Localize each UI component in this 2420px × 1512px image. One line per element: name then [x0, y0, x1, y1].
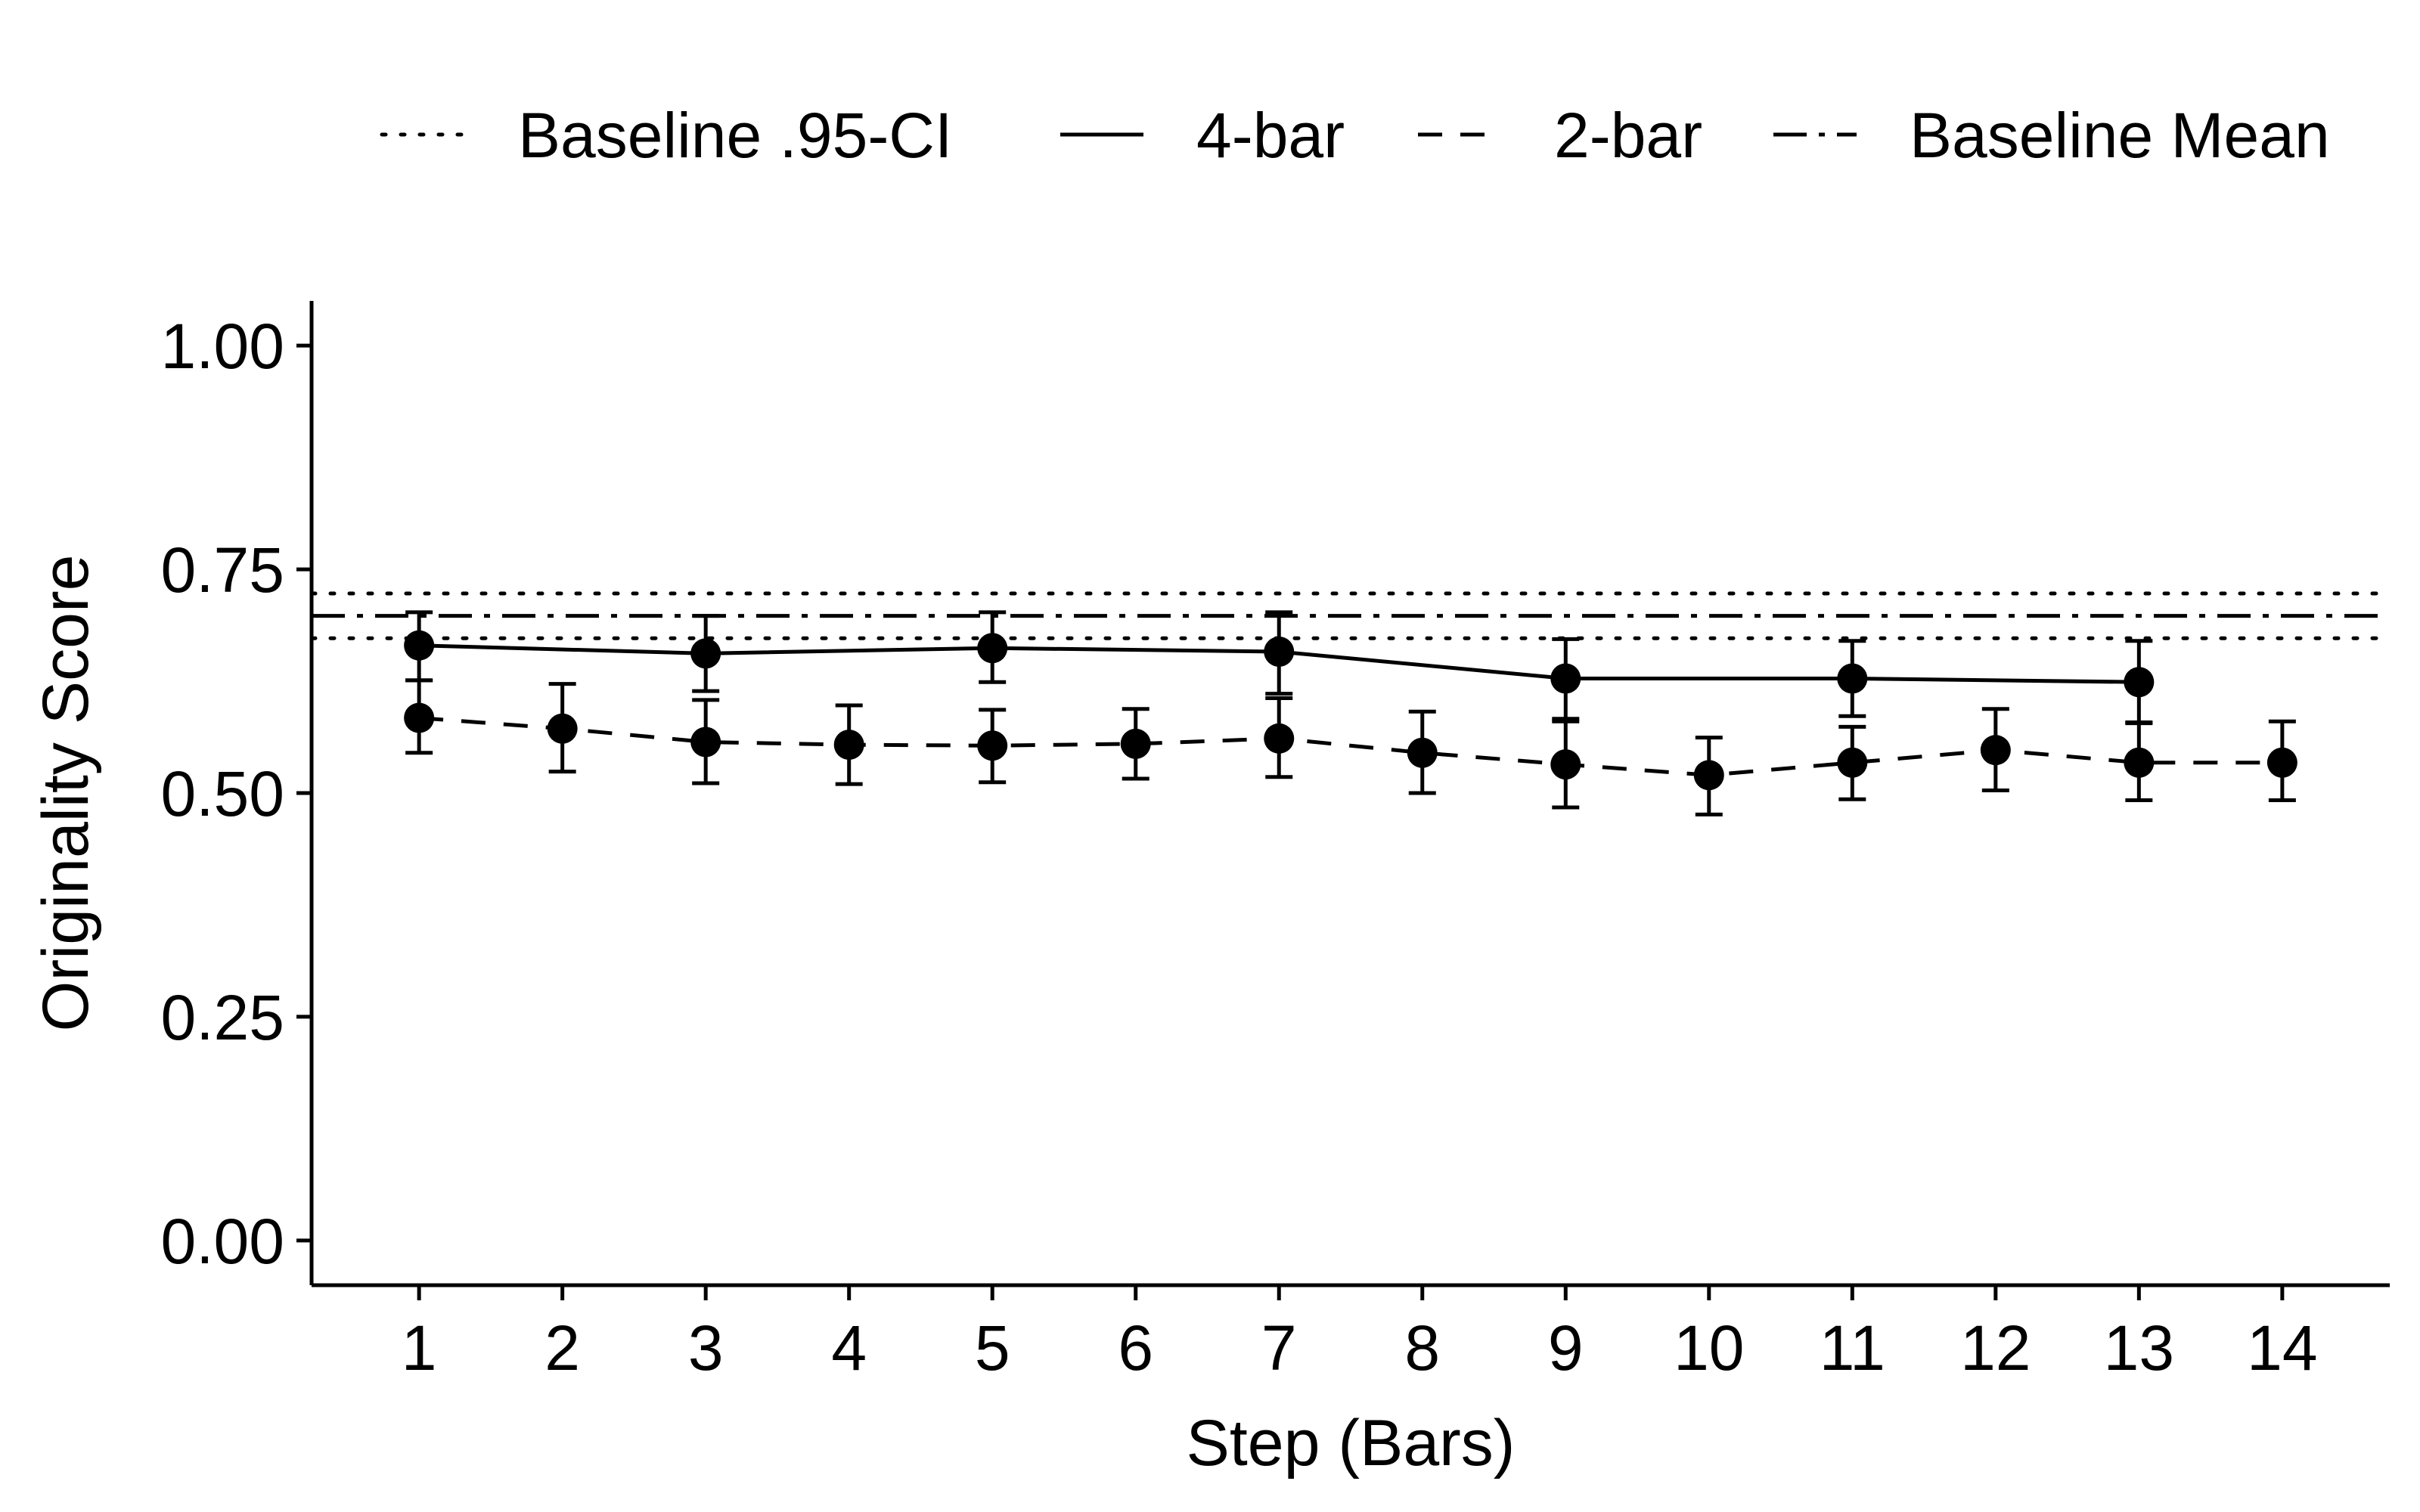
x-tick-label: 10 [1674, 1312, 1744, 1383]
reference-lines [309, 591, 2392, 640]
data-point-4-bar [1550, 663, 1581, 694]
x-tick-label: 3 [688, 1312, 724, 1383]
legend-item-4-bar: 4-bar [1060, 100, 1345, 171]
x-axis-title: Step (Bars) [1187, 1407, 1516, 1479]
data-point-2-bar [2266, 747, 2297, 778]
data-point-2-bar [547, 713, 578, 744]
data-point-2-bar [1550, 749, 1581, 780]
x-tick-label: 14 [2247, 1312, 2317, 1383]
data-point-2-bar [1693, 760, 1724, 791]
legend-label-4-bar: 4-bar [1196, 100, 1345, 171]
x-tick-label: 6 [1118, 1312, 1153, 1383]
data-point-2-bar [977, 730, 1008, 761]
x-tick-label: 4 [831, 1312, 867, 1383]
series-layer [404, 610, 2297, 816]
legend: Baseline .95-CI 4-bar 2-bar Baseline Mean [380, 100, 2330, 171]
data-point-4-bar [404, 630, 435, 661]
data-point-2-bar [690, 727, 721, 758]
data-point-4-bar [1264, 636, 1295, 667]
data-point-2-bar [1120, 728, 1151, 759]
legend-label-baseline-95-ci: Baseline .95-CI [518, 100, 952, 171]
legend-item-baseline-95-ci: Baseline .95-CI [380, 100, 952, 171]
y-tick-label: 0.75 [161, 534, 285, 606]
x-tick-label: 8 [1404, 1312, 1440, 1383]
axes [309, 301, 2390, 1287]
axis-ticks: 0.000.250.500.751.001 2 3 4 5 6 7 8 9 10 11 12 13 14 [161, 311, 2318, 1383]
series-line-2-bar [418, 716, 2282, 777]
series-2-bar [404, 678, 2297, 816]
legend-label-2-bar: 2-bar [1554, 100, 1702, 171]
x-tick-label: 11 [1820, 1312, 1885, 1383]
legend-item-2-bar: 2-bar [1418, 100, 1702, 171]
x-tick-label: 9 [1548, 1312, 1584, 1383]
x-tick-label: 12 [1960, 1312, 2031, 1383]
data-point-2-bar [404, 702, 435, 733]
x-tick-label: 5 [975, 1312, 1010, 1383]
data-point-4-bar [690, 638, 721, 669]
data-point-4-bar [977, 633, 1008, 664]
x-tick-label: 7 [1261, 1312, 1297, 1383]
x-tick-label: 2 [544, 1312, 580, 1383]
data-point-4-bar [1837, 663, 1868, 694]
y-tick-label: 0.25 [161, 982, 285, 1053]
series-4-bar [404, 610, 2155, 724]
y-axis-title: Originality Score [29, 555, 102, 1032]
data-point-2-bar [2124, 747, 2155, 778]
data-point-2-bar [833, 730, 864, 761]
data-point-2-bar [1407, 737, 1438, 768]
legend-item-baseline-mean: Baseline Mean [1773, 100, 2330, 171]
y-tick-label: 1.00 [161, 311, 285, 382]
data-point-2-bar [1837, 747, 1868, 778]
y-tick-label: 0.50 [161, 758, 285, 829]
data-point-2-bar [1264, 723, 1295, 754]
x-tick-label: 13 [2104, 1312, 2174, 1383]
data-point-2-bar [1980, 735, 2011, 766]
data-point-4-bar [2124, 667, 2155, 698]
x-tick-label: 1 [402, 1312, 437, 1383]
legend-label-baseline-mean: Baseline Mean [1910, 100, 2330, 171]
y-tick-label: 0.00 [161, 1206, 285, 1277]
